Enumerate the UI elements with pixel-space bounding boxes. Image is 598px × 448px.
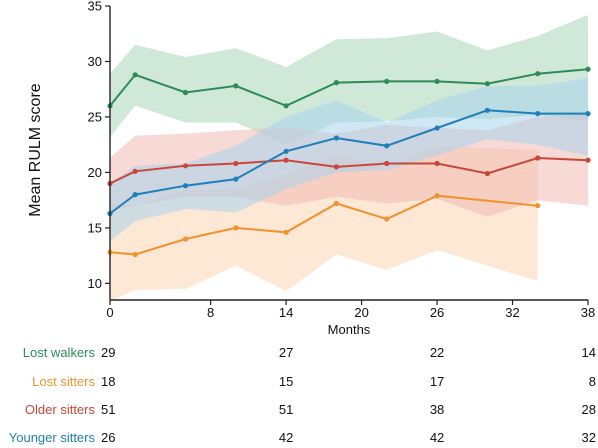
younger-sitters-point <box>333 135 339 141</box>
younger-sitters-count: 42 <box>279 430 293 445</box>
younger-sitters-confidence-band <box>110 78 588 242</box>
younger-sitters-point <box>283 148 289 154</box>
y-tick-label: 20 <box>88 165 102 180</box>
lost-sitters-point <box>434 193 440 199</box>
younger-sitters-row-label: Younger sitters <box>9 430 96 445</box>
lost-walkers-point <box>535 71 541 77</box>
older-sitters-row-label: Older sitters <box>25 402 96 417</box>
confidence-bands <box>110 14 588 302</box>
risk-table: Lost walkers 29 27 22 14 Lost sitters 18 15 17 8 O… <box>9 345 596 445</box>
x-axis-label: Months <box>328 322 371 337</box>
older-sitters-count: 51 <box>279 402 293 417</box>
lost-sitters-point <box>233 225 239 231</box>
lost-walkers-row-label: Lost walkers <box>23 345 96 360</box>
older-sitters-count: 28 <box>582 402 596 417</box>
x-tick-label: 8 <box>207 305 214 320</box>
older-sitters-point <box>233 160 239 167</box>
y-tick-label: 35 <box>88 0 102 14</box>
lost-sitters-point <box>333 200 339 207</box>
lost-sitters-point <box>384 216 390 222</box>
lost-walkers-point <box>384 78 390 84</box>
y-tick-label: 25 <box>88 109 102 124</box>
lost-sitters-point <box>182 236 189 242</box>
lost-sitters-count: 18 <box>101 374 115 389</box>
y-tick-label: 30 <box>88 54 102 69</box>
lost-walkers-count: 27 <box>279 345 293 360</box>
younger-sitters-point <box>585 111 591 117</box>
x-tick-label: 14 <box>279 305 293 320</box>
y-tick-label: 10 <box>88 276 102 291</box>
lost-sitters-count: 17 <box>430 374 444 389</box>
lost-sitters-point <box>283 229 289 235</box>
younger-sitters-point <box>384 143 390 149</box>
lost-sitters-count: 15 <box>279 374 293 389</box>
lost-sitters-count: 8 <box>589 374 596 389</box>
older-sitters-point <box>585 157 591 163</box>
older-sitters-point <box>333 164 339 170</box>
younger-sitters-point <box>182 183 189 189</box>
lost-sitters-row-label: Lost sitters <box>32 374 95 389</box>
older-sitters-point <box>132 168 138 174</box>
x-tick-label: 32 <box>505 305 519 320</box>
lost-walkers-point <box>333 80 339 86</box>
x-tick-label: 20 <box>354 305 368 320</box>
younger-sitters-count: 32 <box>582 430 596 445</box>
lost-walkers-point <box>585 66 591 72</box>
x-tick-label: 26 <box>430 305 444 320</box>
lost-walkers-point <box>182 89 189 96</box>
older-sitters-point <box>535 155 541 161</box>
lost-walkers-point <box>283 103 289 109</box>
y-axis-ticks: 10 15 20 25 30 35 <box>88 0 110 291</box>
y-tick-label: 15 <box>88 220 102 235</box>
older-sitters-point <box>434 160 440 167</box>
younger-sitters-count: 26 <box>101 430 115 445</box>
y-axis-label: Mean RULM score <box>27 83 44 216</box>
younger-sitters-point <box>484 107 490 113</box>
lost-walkers-point <box>233 83 239 89</box>
older-sitters-point <box>283 157 289 163</box>
younger-sitters-point <box>535 111 541 117</box>
younger-sitters-count: 42 <box>430 430 444 445</box>
lost-walkers-count: 14 <box>582 345 596 360</box>
lost-sitters-point <box>132 251 138 258</box>
lost-walkers-point <box>132 72 138 78</box>
x-axis-ticks: 0 8 14 20 26 32 38 <box>106 300 595 320</box>
older-sitters-point <box>484 170 490 177</box>
younger-sitters-point <box>434 125 440 131</box>
younger-sitters-point <box>233 176 239 182</box>
x-tick-label: 0 <box>106 305 113 320</box>
older-sitters-point <box>384 160 390 167</box>
lost-walkers-count: 22 <box>430 345 444 360</box>
axes: 10 15 20 25 30 35 0 8 14 20 26 32 38 <box>88 0 596 320</box>
lost-sitters-point <box>535 203 541 209</box>
lost-walkers-count: 29 <box>101 345 115 360</box>
younger-sitters-point <box>132 192 138 198</box>
series-points <box>107 66 591 258</box>
older-sitters-point <box>182 163 189 169</box>
x-tick-label: 38 <box>581 305 595 320</box>
older-sitters-count: 51 <box>101 402 115 417</box>
older-sitters-count: 38 <box>430 402 444 417</box>
lost-walkers-point <box>434 78 440 84</box>
lost-walkers-point <box>484 81 490 87</box>
